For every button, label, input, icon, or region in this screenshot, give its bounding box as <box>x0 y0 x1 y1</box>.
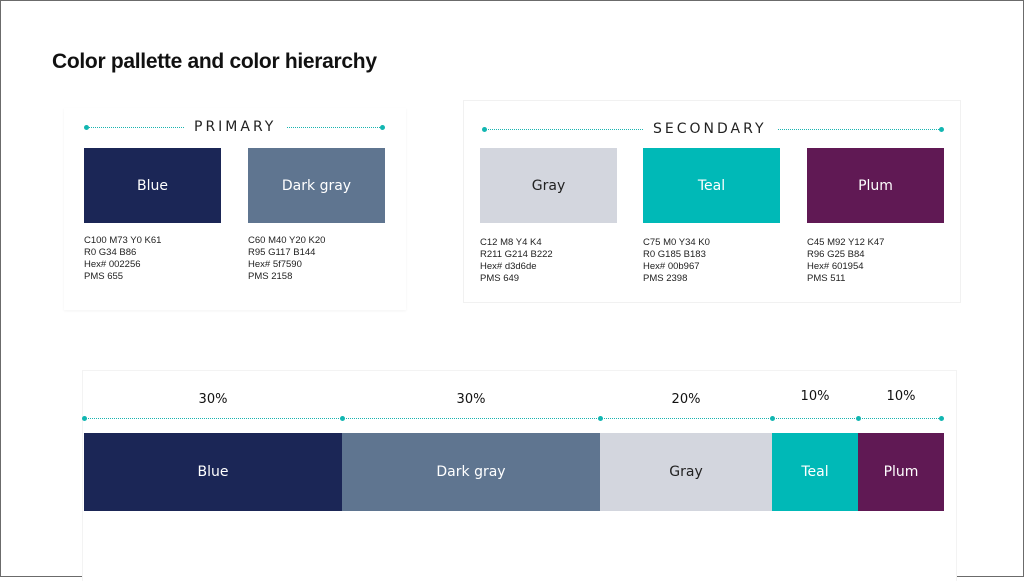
spec-rgb: R96 G25 B84 <box>807 249 865 260</box>
page-title: Color pallette and color hierarchy <box>52 50 377 73</box>
swatch-label: Gray <box>531 177 566 194</box>
percent-label: 20% <box>671 392 701 407</box>
spec-cmyk: C12 M8 Y4 K4 <box>480 237 542 248</box>
segment-label: Blue <box>197 464 229 480</box>
swatch-label: Blue <box>137 177 168 194</box>
hierarchy-boundary-dot <box>770 416 775 421</box>
swatch-teal: Teal <box>643 148 780 223</box>
spec-cmyk: C100 M73 Y0 K61 <box>84 235 162 246</box>
hierarchy-segment-gray: Gray <box>600 433 772 511</box>
secondary-rule-end-dot <box>939 127 944 132</box>
segment-label: Plum <box>883 464 919 480</box>
hierarchy-boundary-dot <box>856 416 861 421</box>
swatch-label: Plum <box>858 177 893 194</box>
swatch-dark-gray: Dark gray <box>248 148 385 223</box>
spec-pms: PMS 655 <box>84 271 124 282</box>
primary-rule-start-dot <box>84 125 89 130</box>
segment-label: Gray <box>669 464 703 480</box>
spec-hex: Hex# 5f7590 <box>248 259 302 270</box>
hierarchy-segment-dark-gray: Dark gray <box>342 433 600 511</box>
hierarchy-boundary-dot <box>598 416 603 421</box>
primary-heading: PRIMARY <box>184 119 287 135</box>
spec-hex: Hex# 002256 <box>84 259 141 270</box>
specs-dark-gray: C60 M40 Y20 K20 R95 G117 B144 Hex# 5f759… <box>248 235 325 283</box>
spec-hex: Hex# 601954 <box>807 261 864 272</box>
specs-plum: C45 M92 Y12 K47 R96 G25 B84 Hex# 601954 … <box>807 237 884 285</box>
spec-hex: Hex# d3d6de <box>480 261 537 272</box>
hierarchy-segment-blue: Blue <box>84 433 342 511</box>
hierarchy-rule <box>86 418 941 419</box>
spec-pms: PMS 2398 <box>643 273 688 284</box>
swatch-blue: Blue <box>84 148 221 223</box>
swatch-plum: Plum <box>807 148 944 223</box>
secondary-heading: SECONDARY <box>643 121 777 137</box>
spec-pms: PMS 649 <box>480 273 520 284</box>
percent-label: 30% <box>198 392 228 407</box>
spec-hex: Hex# 00b967 <box>643 261 700 272</box>
spec-cmyk: C45 M92 Y12 K47 <box>807 237 885 248</box>
spec-rgb: R95 G117 B144 <box>248 247 316 258</box>
percent-label: 10% <box>800 389 830 404</box>
spec-cmyk: C75 M0 Y34 K0 <box>643 237 710 248</box>
swatch-label: Dark gray <box>281 177 352 194</box>
secondary-rule-start-dot <box>482 127 487 132</box>
spec-rgb: R211 G214 B222 <box>480 249 553 260</box>
spec-rgb: R0 G185 B183 <box>643 249 706 260</box>
spec-cmyk: C60 M40 Y20 K20 <box>248 235 326 246</box>
percent-label: 30% <box>456 392 486 407</box>
hierarchy-segment-plum: Plum <box>858 433 944 511</box>
specs-gray: C12 M8 Y4 K4 R211 G214 B222 Hex# d3d6de … <box>480 237 553 285</box>
segment-label: Dark gray <box>436 464 506 480</box>
percent-label: 10% <box>886 389 916 404</box>
specs-blue: C100 M73 Y0 K61 R0 G34 B86 Hex# 002256 P… <box>84 235 161 283</box>
swatch-gray: Gray <box>480 148 617 223</box>
hierarchy-segment-teal: Teal <box>772 433 858 511</box>
spec-pms: PMS 2158 <box>248 271 293 282</box>
swatch-label: Teal <box>697 177 726 194</box>
segment-label: Teal <box>801 464 829 480</box>
hierarchy-boundary-dot <box>82 416 87 421</box>
hierarchy-boundary-dot <box>939 416 944 421</box>
spec-pms: PMS 511 <box>807 273 846 284</box>
spec-rgb: R0 G34 B86 <box>84 247 137 258</box>
hierarchy-boundary-dot <box>340 416 345 421</box>
primary-rule-end-dot <box>380 125 385 130</box>
specs-teal: C75 M0 Y34 K0 R0 G185 B183 Hex# 00b967 P… <box>643 237 710 285</box>
